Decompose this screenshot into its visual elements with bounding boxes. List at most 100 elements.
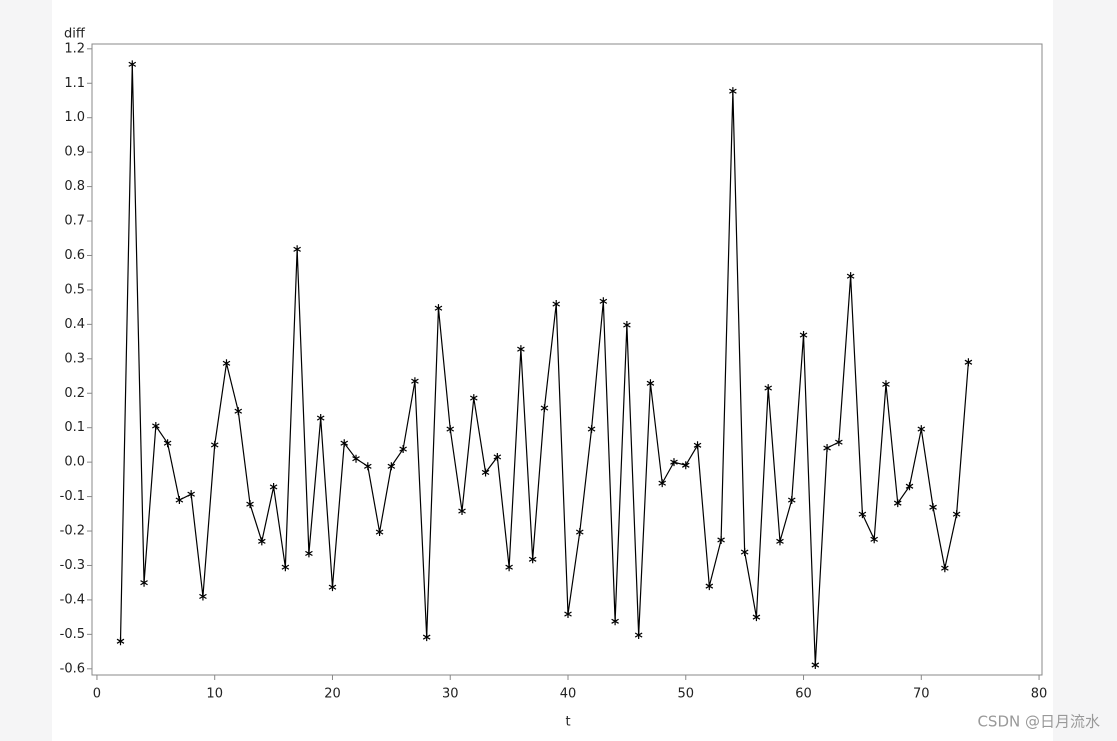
- y-tick-label: -0.3: [60, 558, 85, 573]
- marker: [363, 462, 372, 471]
- marker: [634, 631, 643, 640]
- marker: [222, 359, 231, 368]
- y-tick-label: -0.6: [60, 661, 85, 676]
- marker: [905, 482, 914, 491]
- marker: [517, 345, 525, 354]
- x-tick-label: 80: [1031, 687, 1048, 702]
- marker: [917, 425, 926, 434]
- marker: [552, 300, 561, 309]
- marker: [493, 452, 502, 461]
- x-tick-label: 20: [324, 687, 341, 702]
- y-axis-label: diff: [64, 27, 86, 42]
- marker: [375, 528, 384, 537]
- y-tick-label: 0.2: [64, 386, 85, 401]
- marker: [434, 304, 443, 313]
- y-tick-label: 0.4: [64, 317, 85, 332]
- y-tick-label: -0.1: [60, 489, 85, 504]
- marker: [411, 377, 419, 386]
- marker: [540, 404, 549, 413]
- marker: [764, 384, 773, 393]
- marker: [575, 528, 584, 537]
- marker: [729, 87, 737, 96]
- marker: [152, 421, 160, 430]
- marker: [481, 468, 490, 477]
- marker: [422, 633, 431, 642]
- marker: [658, 479, 667, 488]
- marker: [387, 462, 396, 471]
- watermark: CSDN @日月流水: [977, 713, 1100, 731]
- marker: [717, 535, 725, 544]
- x-tick-label: 0: [93, 687, 101, 702]
- y-tick-label: 0.0: [64, 455, 85, 470]
- marker: [199, 592, 207, 601]
- y-tick-label: 0.7: [64, 214, 85, 229]
- y-tick-label: 0.5: [64, 282, 85, 297]
- marker: [293, 245, 301, 254]
- marker: [799, 331, 808, 340]
- panel: [52, 0, 1053, 741]
- marker: [670, 458, 678, 467]
- x-axis-label: t: [565, 715, 570, 730]
- marker: [941, 564, 949, 573]
- marker: [740, 548, 749, 557]
- marker: [175, 496, 184, 505]
- marker: [623, 321, 631, 330]
- marker: [340, 439, 349, 448]
- marker: [893, 499, 902, 508]
- x-tick-label: 10: [206, 687, 223, 702]
- marker: [846, 272, 855, 281]
- y-tick-label: 0.8: [64, 179, 85, 194]
- marker: [234, 407, 243, 416]
- marker: [352, 454, 360, 463]
- y-tick-label: -0.2: [60, 524, 85, 539]
- marker: [281, 563, 290, 572]
- marker: [446, 425, 455, 434]
- x-tick-label: 70: [913, 687, 930, 702]
- marker: [599, 297, 608, 306]
- marker: [835, 438, 843, 447]
- marker: [564, 610, 572, 619]
- marker: [163, 439, 172, 448]
- marker: [646, 379, 655, 388]
- y-tick-label: -0.4: [60, 592, 85, 607]
- marker: [128, 60, 137, 69]
- marker: [858, 510, 867, 519]
- y-tick-label: 1.0: [64, 110, 85, 125]
- marker: [587, 425, 596, 434]
- marker: [929, 503, 937, 512]
- y-tick-label: 1.2: [64, 41, 85, 56]
- marker: [964, 358, 973, 367]
- x-tick-label: 60: [795, 687, 812, 702]
- marker: [458, 507, 466, 516]
- marker: [258, 537, 266, 546]
- marker: [882, 380, 890, 389]
- x-tick-label: 50: [677, 687, 694, 702]
- marker: [210, 440, 219, 449]
- marker: [246, 500, 254, 509]
- y-tick-label: -0.5: [60, 627, 85, 642]
- marker: [269, 482, 278, 491]
- marker: [399, 445, 407, 454]
- y-tick-label: 1.1: [64, 76, 85, 91]
- y-tick-label: 0.6: [64, 248, 85, 263]
- marker: [870, 535, 878, 544]
- marker: [776, 537, 784, 546]
- marker: [752, 613, 761, 622]
- marker: [140, 578, 148, 587]
- marker: [681, 461, 690, 470]
- marker: [469, 394, 478, 403]
- marker: [611, 617, 619, 626]
- marker: [528, 555, 537, 564]
- y-tick-label: 0.9: [64, 145, 85, 160]
- marker: [693, 441, 702, 450]
- marker: [952, 510, 961, 519]
- x-tick-label: 40: [560, 687, 577, 702]
- marker: [328, 583, 337, 592]
- marker: [787, 496, 796, 505]
- y-tick-label: 0.1: [64, 420, 85, 435]
- plot-frame: [91, 43, 1043, 676]
- marker: [811, 661, 820, 670]
- marker: [505, 563, 513, 572]
- marker: [187, 490, 195, 499]
